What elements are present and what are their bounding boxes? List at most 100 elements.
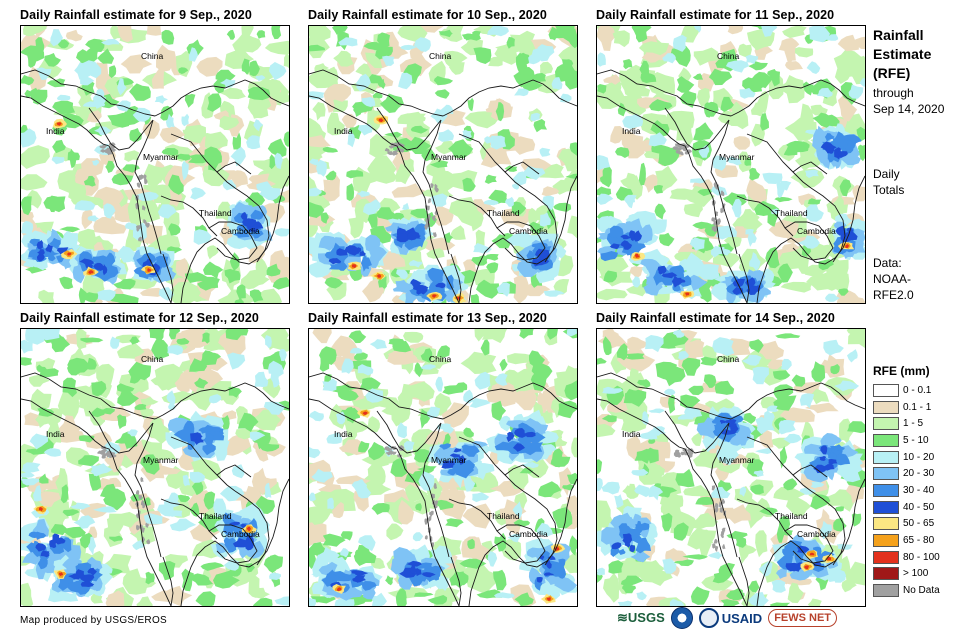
rainfall-patch [712,155,727,171]
rainfall-patch [736,430,751,446]
rainfall-patch [789,47,814,58]
rainfall-patch [21,74,35,86]
border-line [208,524,258,564]
legend-item: 0.1 - 1 [873,399,940,416]
border-line [154,382,289,420]
rainfall-patch [129,336,140,345]
rainfall-patch [645,335,664,353]
rainfall-patch [504,196,514,207]
rainfall-patch [714,380,735,395]
rainfall-patch [412,532,424,542]
rainfall-patch [21,478,40,486]
rainfall-patch [231,464,245,479]
label-china: China [717,354,740,364]
rainfall-patch [52,100,76,115]
rainfall-patch [569,535,577,556]
rainfall-patch [245,563,255,573]
rainfall-patch [434,89,450,99]
panel-title: Daily Rainfall estimate for 13 Sep., 202… [308,311,547,325]
rainfall-patch [429,511,434,518]
rainfall-patch [44,53,61,67]
rainfall-patch [151,66,165,89]
rainfall-patch [309,410,324,422]
rainfall-patch [498,415,511,432]
rainfall-patch [797,545,810,553]
rainfall-patch [264,482,272,499]
rainfall-patch [328,258,342,265]
rainfall-patch [143,174,147,180]
rainfall-patch [125,222,138,231]
rainfall-patch [552,448,564,468]
label-cambodia: Cambodia [797,226,836,236]
border-line [664,107,730,151]
rainfall-patch [49,538,57,549]
sidebar-title: Rainfall Estimate (RFE) [873,26,931,83]
rainfall-patch [250,409,282,431]
noaa-logo-icon [670,607,693,629]
rainfall-patch [827,34,839,41]
rainfall-patch [697,188,713,197]
rainfall-patch [597,186,612,196]
rainfall-patch [309,26,331,41]
rainfall-patch [714,502,719,509]
rfe-legend: RFE (mm) 0 - 0.1 0.1 - 1 1 - 5 5 - 10 10 - 2… [873,364,940,599]
rainfall-patch [711,486,731,499]
rainfall-patch [109,65,117,79]
rainfall-patch [636,591,647,601]
rainfall-patch [703,374,717,388]
rainfall-patch [629,266,644,278]
rainfall-patch [141,205,146,211]
rainfall-patch [309,187,323,197]
rainfall-patch [51,524,69,536]
rainfall-patch [486,262,499,274]
rainfall-patch [690,178,706,184]
rainfall-patch [649,99,673,112]
country-borders [21,69,289,303]
legend-swatch [873,550,899,564]
rainfall-patch [611,542,622,550]
border-line [710,119,738,255]
rainfall-patch [494,373,508,386]
rainfall-patch [35,543,46,552]
rainfall-patch [771,70,780,87]
rainfall-patch [323,83,351,102]
rainfall-patch [524,431,536,438]
rainfall-patch [364,463,386,490]
rainfall-patch [396,422,407,439]
rainfall-patch [283,131,289,147]
rainfall-patch [440,495,467,521]
country-borders [597,372,865,606]
legend-label: 20 - 30 [903,468,935,480]
rainfall-patch [554,546,560,551]
rainfall-patch [487,551,498,567]
rainfall-patch [312,329,332,344]
rainfall-patch [513,275,530,303]
rainfall-patch [42,250,60,257]
rainfall-patch [402,202,410,210]
rainfall-patch [567,215,577,239]
rainfall-patch [21,128,37,148]
rainfall-patch [823,339,844,356]
rainfall-patch [326,432,343,444]
border-line [597,95,748,303]
border-line [784,524,834,564]
rainfall-patch [427,198,432,204]
rainfall-patch [232,538,251,548]
rainfall-patch [597,459,603,474]
rainfall-patch [251,467,270,496]
rainfall-patch [493,569,507,591]
legend-item: 65 - 80 [873,532,940,549]
rainfall-patch [58,415,81,438]
rainfall-patch [536,522,553,537]
border-line [21,372,156,420]
rainfall-patch [105,590,125,606]
rainfall-patch [671,275,682,288]
rainfall-patch [543,290,565,297]
rainfall-patch [356,483,372,499]
rainfall-patch [229,252,240,271]
rainfall-patch [669,598,685,606]
rainfall-patch [187,494,203,512]
rainfall-patch [309,511,321,523]
label-myanmar: Myanmar [143,455,179,465]
rainfall-patch [603,74,623,85]
